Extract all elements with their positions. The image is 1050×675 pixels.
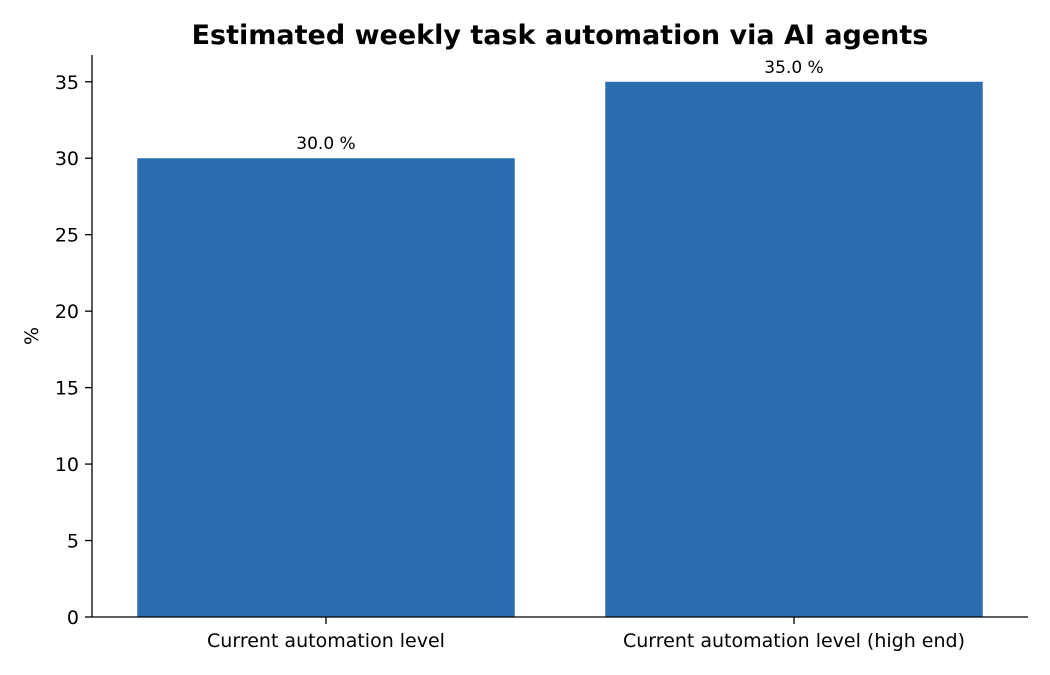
x-tick-label-0: Current automation level: [207, 630, 445, 652]
y-tick-label-2: 10: [55, 454, 79, 476]
data-labels-group: 30.0 % 35.0 %: [296, 58, 823, 154]
x-tick-label-1: Current automation level (high end): [623, 630, 965, 652]
y-tick-label-0: 0: [67, 607, 79, 629]
y-tick-label-7: 35: [55, 72, 79, 94]
y-tick-label-5: 25: [55, 225, 79, 247]
y-tick-label-6: 30: [55, 148, 79, 170]
y-tick-label-3: 15: [55, 378, 79, 400]
bar-0: [137, 158, 515, 617]
y-axis-ticks: 0 5 10 15 20 25 30 35: [55, 72, 92, 629]
chart-title: Estimated weekly task automation via AI …: [192, 20, 929, 51]
bar-value-label-1: 35.0 %: [764, 58, 823, 78]
bar-1: [605, 81, 983, 617]
y-tick-label-4: 20: [55, 301, 79, 323]
x-axis-ticks: Current automation level Current automati…: [207, 617, 965, 652]
bars-group: [137, 81, 983, 617]
bar-value-label-0: 30.0 %: [296, 134, 355, 154]
y-axis-label: %: [21, 327, 43, 345]
y-tick-label-1: 5: [67, 531, 79, 553]
